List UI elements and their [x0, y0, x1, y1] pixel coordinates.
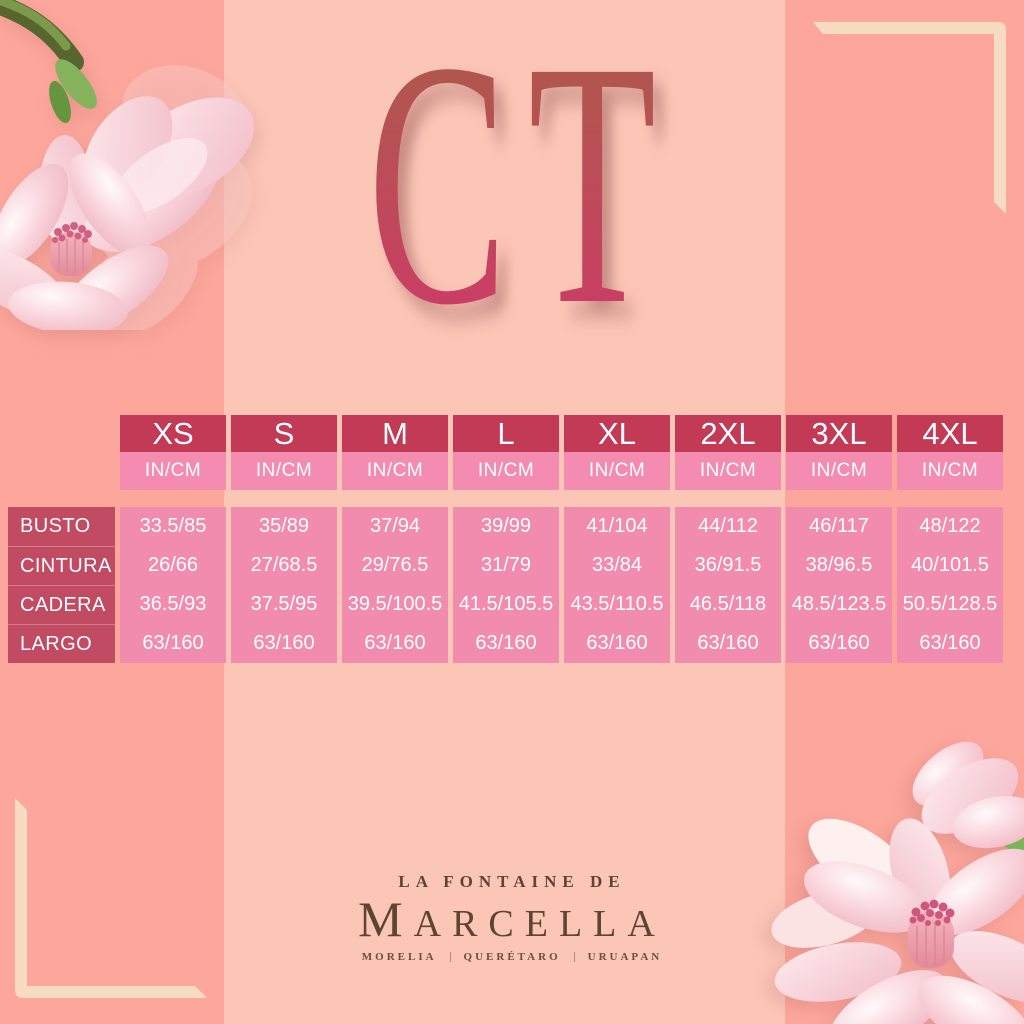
size-data-column-2xl: 44/112 36/91.5 46.5/118 63/160 — [675, 507, 781, 663]
measurement-value: 50.5/128.5 — [902, 593, 998, 615]
brand-city-uruapan: URUAPAN — [587, 950, 663, 963]
stamen-dots — [52, 222, 92, 243]
measurement-value: 37.5/95 — [250, 593, 318, 615]
monogram-letter-t: T — [528, 0, 657, 377]
size-column-header-4xl: 4XL — [897, 415, 1003, 452]
measurement-value: 44/112 — [698, 515, 758, 537]
unit-cell: IN/CM — [675, 452, 781, 490]
measurement-label-column: BUSTO CINTURA CADERA LARGO — [8, 507, 115, 663]
city-separator — [573, 951, 575, 962]
size-column-header-s: S — [231, 415, 337, 452]
size-column-header-xl: XL — [564, 415, 670, 452]
measurement-value: 63/160 — [586, 632, 648, 654]
unit-cell: IN/CM — [231, 452, 337, 490]
open-flower — [0, 135, 169, 330]
brand-tagline: LA FONTAINE DE — [398, 872, 626, 891]
measurement-value: 63/160 — [475, 632, 537, 654]
measurement-value: 41.5/105.5 — [458, 593, 554, 615]
monogram-letter-c: C — [367, 0, 508, 377]
size-column-header-3xl: 3XL — [786, 415, 892, 452]
measurement-value: 38/96.5 — [805, 554, 873, 576]
stamen — [50, 232, 92, 276]
measurement-value: 46.5/118 — [689, 593, 767, 615]
measurement-label-cadera: CADERA — [8, 585, 115, 624]
unit-cell: IN/CM — [564, 452, 670, 490]
measurement-label-cintura: CINTURA — [8, 546, 115, 585]
measurement-value: 37/94 — [369, 515, 421, 537]
measurement-value: 39.5/100.5 — [347, 593, 443, 615]
size-data-column-m: 37/94 29/76.5 39.5/100.5 63/160 — [342, 507, 448, 663]
size-column-header-2xl: 2XL — [675, 415, 781, 452]
measurement-value: 36.5/93 — [139, 593, 207, 615]
measurement-label-largo: LARGO — [8, 624, 115, 663]
measurement-value: 35/89 — [258, 515, 310, 537]
measurement-value: 63/160 — [142, 632, 204, 654]
size-column-header-xs: XS — [120, 415, 226, 452]
unit-cell: IN/CM — [453, 452, 559, 490]
magnolia-flower-bottom-right — [771, 741, 1024, 1024]
measurement-value: 31/79 — [480, 554, 532, 576]
measurement-value: 26/66 — [147, 554, 199, 576]
size-data-column-xs: 33.5/85 26/66 36.5/93 63/160 — [120, 507, 226, 663]
measurement-value: 46/117 — [809, 515, 869, 537]
measurement-value: 39/99 — [480, 515, 532, 537]
brand-logo: LA FONTAINE DE MARCELLA MORELIA QUERÉTAR… — [0, 872, 1024, 963]
monogram-ct: C T — [367, 0, 657, 377]
measurement-value: 63/160 — [808, 632, 870, 654]
size-data-column-4xl: 48/122 40/101.5 50.5/128.5 63/160 — [897, 507, 1003, 663]
city-separator — [449, 951, 451, 962]
bud-blossom — [912, 741, 1024, 867]
brand-city-queretaro: QUERÉTARO — [463, 950, 561, 963]
measurement-value: 63/160 — [919, 632, 981, 654]
measurement-value: 40/101.5 — [911, 554, 989, 576]
open-flower — [771, 818, 1024, 1024]
measurement-value: 63/160 — [697, 632, 759, 654]
stamen-dots — [909, 899, 955, 926]
measurement-value: 33/84 — [591, 554, 643, 576]
measurement-value: 48/122 — [919, 515, 981, 537]
measurement-value: 29/76.5 — [361, 554, 429, 576]
measurement-value: 33.5/85 — [139, 515, 207, 537]
magnolia-flower-top-left — [0, 0, 255, 330]
brand-cities: MORELIA QUERÉTARO URUAPAN — [0, 951, 1024, 963]
measurement-value: 43.5/110.5 — [570, 593, 664, 615]
unit-cell: IN/CM — [342, 452, 448, 490]
brand-name: MARCELLA — [358, 891, 666, 947]
measurement-value: 48.5/123.5 — [791, 593, 887, 615]
unit-cell: IN/CM — [120, 452, 226, 490]
measurement-value: 63/160 — [253, 632, 315, 654]
stamen — [908, 912, 954, 968]
measurement-value: 36/91.5 — [694, 554, 762, 576]
stem — [0, 0, 97, 124]
size-data-column-l: 39/99 31/79 41.5/105.5 63/160 — [453, 507, 559, 663]
size-data-column-3xl: 46/117 38/96.5 48.5/123.5 63/160 — [786, 507, 892, 663]
measurement-label-busto: BUSTO — [20, 515, 91, 537]
unit-cell: IN/CM — [897, 452, 1003, 490]
measurement-value: 41/104 — [586, 515, 648, 537]
size-column-header-l: L — [453, 415, 559, 452]
size-data-column-xl: 41/104 33/84 43.5/110.5 63/160 — [564, 507, 670, 663]
size-column-header-m: M — [342, 415, 448, 452]
corner-bracket-top-right — [813, 22, 1006, 214]
brand-city-morelia: MORELIA — [361, 950, 437, 963]
size-chart-table: XS S M L XL 2XL 3XL 4XL IN/CM IN/CM IN/C… — [8, 415, 1003, 663]
measurement-value: 63/160 — [364, 632, 426, 654]
size-data-column-s: 35/89 27/68.5 37.5/95 63/160 — [231, 507, 337, 663]
unit-cell: IN/CM — [786, 452, 892, 490]
measurement-value: 27/68.5 — [250, 554, 318, 576]
